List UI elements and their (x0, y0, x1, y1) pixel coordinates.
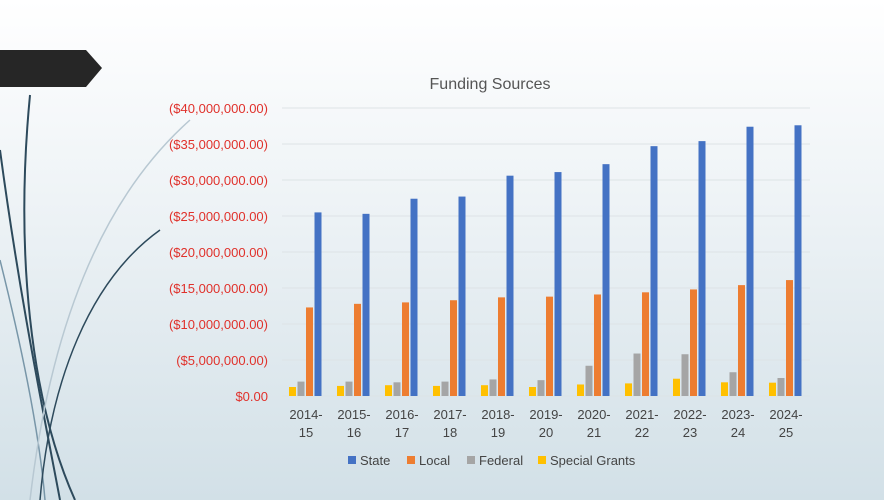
x-tick-label: 2019-20 (529, 407, 562, 440)
x-tick-label: 2015-16 (337, 407, 370, 440)
bar-local (690, 289, 697, 396)
x-tick-label: 2020-21 (577, 407, 610, 440)
bar-special-grants (481, 385, 488, 396)
title-arrow-banner (0, 50, 102, 87)
bar-special-grants (433, 385, 440, 396)
bar-special-grants (721, 382, 728, 396)
x-tick-label: 2023-24 (721, 407, 754, 440)
bar-state (410, 198, 418, 396)
legend-label: Federal (479, 453, 523, 468)
bar-state (506, 175, 514, 396)
bar-federal (537, 380, 545, 396)
bar-state (554, 172, 562, 396)
bar-local (738, 285, 745, 396)
bar-state (746, 126, 754, 396)
bar-special-grants (625, 383, 632, 396)
bar-special-grants (529, 387, 536, 396)
bar-special-grants (769, 382, 776, 396)
legend-swatch (538, 456, 546, 464)
y-tick-label: ($35,000,000.00) (169, 137, 268, 152)
bar-federal (729, 372, 737, 396)
x-tick-label: 2022-23 (673, 407, 706, 440)
bar-special-grants (577, 384, 584, 396)
legend-swatch (407, 456, 415, 464)
x-tick-label: 2017-18 (433, 407, 466, 440)
bar-special-grants (289, 387, 296, 396)
legend-label: Local (419, 453, 450, 468)
bar-state (794, 125, 802, 396)
y-tick-label: ($20,000,000.00) (169, 245, 268, 260)
bar-state (602, 164, 610, 396)
chart-title: Funding Sources (430, 76, 551, 93)
y-tick-label: $0.00 (235, 389, 268, 404)
bar-state (362, 213, 370, 396)
legend-label: State (360, 453, 390, 468)
bar-local (306, 307, 313, 396)
y-tick-label: ($40,000,000.00) (169, 101, 268, 116)
bar-federal (681, 354, 689, 396)
bar-federal (441, 381, 449, 396)
legend-swatch (467, 456, 475, 464)
bar-state (458, 196, 466, 396)
bar-federal (297, 381, 305, 396)
bar-special-grants (337, 385, 344, 396)
bar-state (650, 146, 658, 396)
bar-federal (393, 382, 401, 396)
bar-local (498, 297, 505, 396)
bar-federal (489, 379, 497, 396)
x-tick-label: 2018-19 (481, 407, 514, 440)
y-tick-label: ($15,000,000.00) (169, 281, 268, 296)
bar-special-grants (385, 385, 392, 396)
x-tick-label: 2016-17 (385, 407, 418, 440)
bar-local (786, 280, 793, 396)
bar-local (594, 294, 601, 396)
y-tick-label: ($5,000,000.00) (176, 353, 268, 368)
bar-federal (345, 381, 353, 396)
bar-local (354, 303, 361, 396)
x-tick-label: 2021-22 (625, 407, 658, 440)
x-tick-label: 2024-25 (769, 407, 802, 440)
bar-federal (633, 353, 641, 396)
legend-label: Special Grants (550, 453, 636, 468)
bar-special-grants (673, 378, 680, 396)
bar-local (450, 300, 457, 396)
bar-federal (777, 378, 785, 396)
y-tick-label: ($30,000,000.00) (169, 173, 268, 188)
x-tick-label: 2014-15 (289, 407, 322, 440)
legend-swatch (348, 456, 356, 464)
y-tick-label: ($25,000,000.00) (169, 209, 268, 224)
bar-local (642, 292, 649, 396)
bar-state (314, 212, 322, 396)
bar-federal (585, 365, 593, 396)
bar-state (698, 141, 706, 396)
bar-local (402, 302, 409, 396)
bar-local (546, 296, 553, 396)
y-tick-label: ($10,000,000.00) (169, 317, 268, 332)
